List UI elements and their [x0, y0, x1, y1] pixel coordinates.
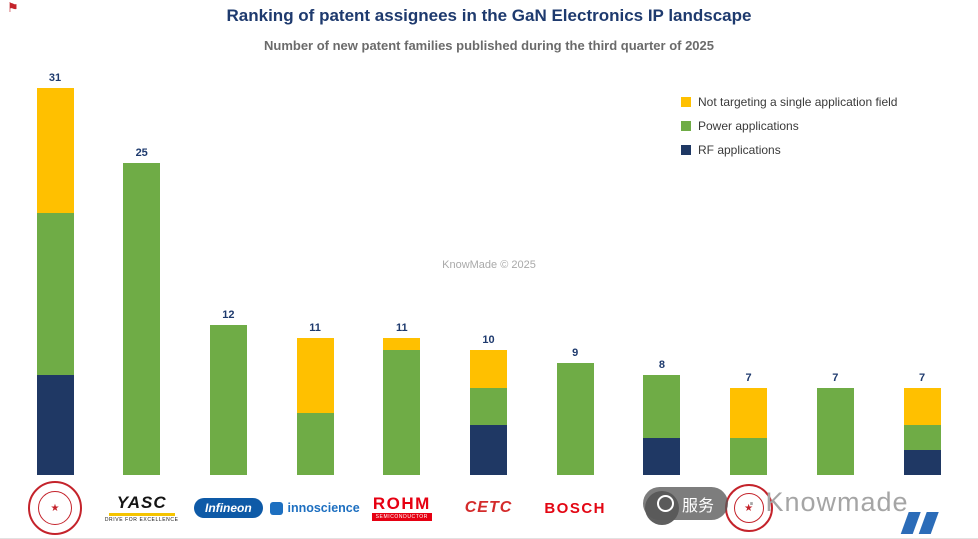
legend-swatch-3 [681, 145, 691, 155]
innoscience-logo: innoscience [270, 501, 360, 515]
legend-label-2: Power applications [698, 119, 799, 133]
seal-inner-emblem: ★ [38, 491, 72, 525]
camera-icon [657, 495, 674, 512]
assignee-logo-1: ★ [10, 480, 100, 536]
bar-7: 9 [556, 347, 594, 475]
bar-1-segment [36, 375, 74, 475]
bar-7-segment [556, 362, 594, 475]
legend-item-3: RF applications [681, 143, 897, 157]
bar-8-segment [643, 375, 681, 438]
bar-4-segment [296, 412, 334, 475]
assignee-logo-5: ROHM SEMICONDUCTOR [357, 480, 447, 536]
yasc-logo-text: YASC [116, 492, 167, 512]
seal-inner-emblem: ★ [733, 492, 764, 524]
bar-1-segment [36, 87, 74, 213]
bar-2: 25 [123, 147, 161, 475]
watermark-pill: 服务 [643, 487, 729, 520]
bar-value-label: 7 [745, 371, 752, 384]
bar-2-segment [123, 162, 161, 475]
assignee-logo-6: CETC [444, 480, 534, 536]
bosch-logo: BOSCH [544, 499, 607, 517]
rohm-logo-tagline: SEMICONDUCTOR [371, 513, 433, 521]
bar-3: 12 [209, 309, 247, 475]
bar-10: 7 [816, 372, 854, 475]
bar-9-segment [730, 437, 768, 475]
center-watermark: KnowMade © 2025 [442, 259, 536, 271]
bar-3-segment [209, 325, 247, 475]
partial-logo-stroke [917, 512, 939, 534]
bar-11: 7 [903, 372, 941, 475]
bar-value-label: 12 [222, 309, 235, 321]
bar-value-label: 7 [918, 371, 926, 384]
yasc-logo-tagline: DRIVE FOR EXCELLENCE [104, 516, 179, 523]
bar-value-label: 8 [658, 359, 665, 371]
assignee-logo-7: BOSCH [530, 480, 620, 536]
innoscience-logo-text: innoscience [287, 501, 360, 515]
university-seal-logo: ★ [28, 481, 82, 535]
bar-5: 11 [383, 322, 421, 475]
bar-5-segment [383, 350, 421, 475]
bar-value-label: 10 [482, 334, 495, 346]
red-flag-icon: ⚑ [7, 0, 19, 15]
bar-1: 31 [36, 72, 74, 475]
bar-value-label: 25 [135, 146, 148, 159]
bar-6: 10 [470, 334, 507, 475]
infineon-logo: Infineon [194, 498, 263, 518]
bar-value-label: 31 [48, 71, 62, 84]
bar-11-segment [903, 425, 941, 450]
legend-item-1: Not targeting a single application field [681, 95, 897, 109]
bar-11-segment [903, 387, 941, 425]
bar-value-label: 11 [395, 321, 408, 334]
bar-8-segment [643, 437, 681, 475]
assignee-logo-2: YASC DRIVE FOR EXCELLENCE [97, 480, 187, 536]
legend-swatch-2 [681, 121, 691, 131]
legend-label-1: Not targeting a single application field [698, 95, 898, 109]
bar-6-segment [470, 425, 507, 475]
legend: Not targeting a single application field… [681, 95, 897, 167]
bar-value-label: 11 [309, 321, 321, 334]
innoscience-icon [270, 501, 284, 515]
bar-9-segment [730, 387, 768, 438]
chart-subtitle: Number of new patent families published … [264, 38, 714, 53]
yasc-logo-bar [108, 512, 175, 516]
chart-title: Ranking of patent assignees in the GaN E… [226, 6, 752, 25]
cetc-logo: CETC [464, 499, 513, 516]
rohm-logo-text: ROHM [372, 494, 431, 513]
legend-item-2: Power applications [681, 119, 897, 133]
bar-4-segment [296, 337, 334, 413]
bar-6-segment [470, 387, 507, 425]
watermark-pill-text: 服务 [682, 497, 715, 515]
bar-9: 7 [730, 372, 768, 475]
assignee-logo-4: innoscience [270, 480, 360, 536]
bar-6-segment [470, 350, 507, 388]
bar-11-segment [903, 450, 941, 475]
bar-1-segment [36, 212, 74, 375]
bar-8: 8 [643, 359, 681, 475]
assignee-logo-3: Infineon [183, 480, 273, 536]
watermark-brand: · Knowmade [747, 487, 909, 517]
bar-value-label: 9 [572, 346, 579, 359]
bar-5-segment [383, 337, 421, 350]
legend-swatch-1 [681, 97, 691, 107]
legend-label-3: RF applications [698, 143, 781, 157]
bar-10-segment [816, 387, 854, 475]
bar-4: 11 [296, 322, 334, 475]
bar-value-label: 7 [832, 371, 839, 384]
